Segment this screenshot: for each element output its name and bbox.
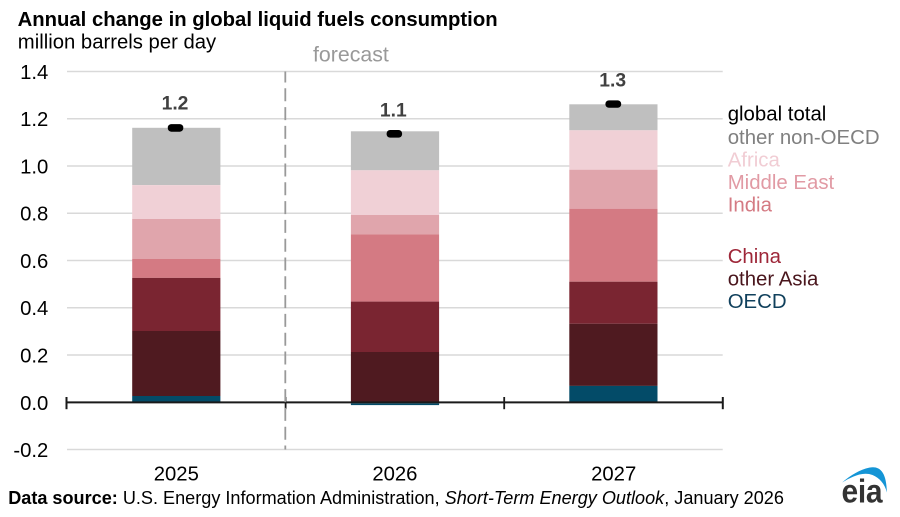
svg-text:Annual change in global liquid: Annual change in global liquid fuels con… <box>18 9 498 31</box>
svg-text:1.4: 1.4 <box>20 62 48 84</box>
svg-text:other Asia: other Asia <box>728 269 819 291</box>
svg-text:2026: 2026 <box>372 464 417 486</box>
svg-text:forecast: forecast <box>313 43 389 67</box>
svg-text:1.1: 1.1 <box>380 100 407 121</box>
svg-text:1.2: 1.2 <box>20 109 48 131</box>
svg-text:million barrels per day: million barrels per day <box>18 31 217 53</box>
svg-text:2025: 2025 <box>154 464 199 486</box>
svg-text:global total: global total <box>728 104 827 126</box>
svg-text:other non-OECD: other non-OECD <box>728 127 880 149</box>
svg-text:Data source: U.S. Energy Infor: Data source: U.S. Energy Information Adm… <box>8 488 784 508</box>
svg-text:Africa: Africa <box>728 150 781 172</box>
svg-text:-0.2: -0.2 <box>13 440 48 462</box>
svg-text:1.2: 1.2 <box>162 94 189 115</box>
svg-text:1.0: 1.0 <box>20 156 48 178</box>
svg-text:1.3: 1.3 <box>599 70 626 91</box>
svg-text:0.6: 0.6 <box>20 251 48 273</box>
svg-text:India: India <box>728 195 773 217</box>
svg-text:Middle East: Middle East <box>728 172 835 194</box>
svg-text:0.0: 0.0 <box>20 393 48 415</box>
svg-text:0.2: 0.2 <box>20 345 48 367</box>
svg-text:China: China <box>728 246 782 268</box>
svg-text:2027: 2027 <box>591 464 636 486</box>
svg-text:eia: eia <box>842 472 884 510</box>
svg-text:OECD: OECD <box>728 291 787 313</box>
svg-text:0.8: 0.8 <box>20 204 48 226</box>
svg-text:0.4: 0.4 <box>20 298 48 320</box>
